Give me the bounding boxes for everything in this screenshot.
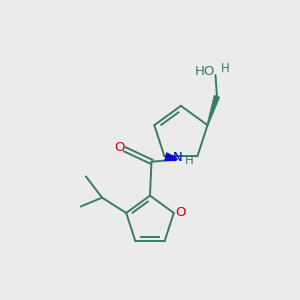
Text: O: O <box>175 206 185 219</box>
Polygon shape <box>207 95 220 125</box>
Text: H: H <box>185 154 194 167</box>
Text: HO: HO <box>195 65 215 78</box>
Text: H: H <box>220 62 229 75</box>
Text: N: N <box>173 151 183 164</box>
Text: O: O <box>114 141 125 154</box>
